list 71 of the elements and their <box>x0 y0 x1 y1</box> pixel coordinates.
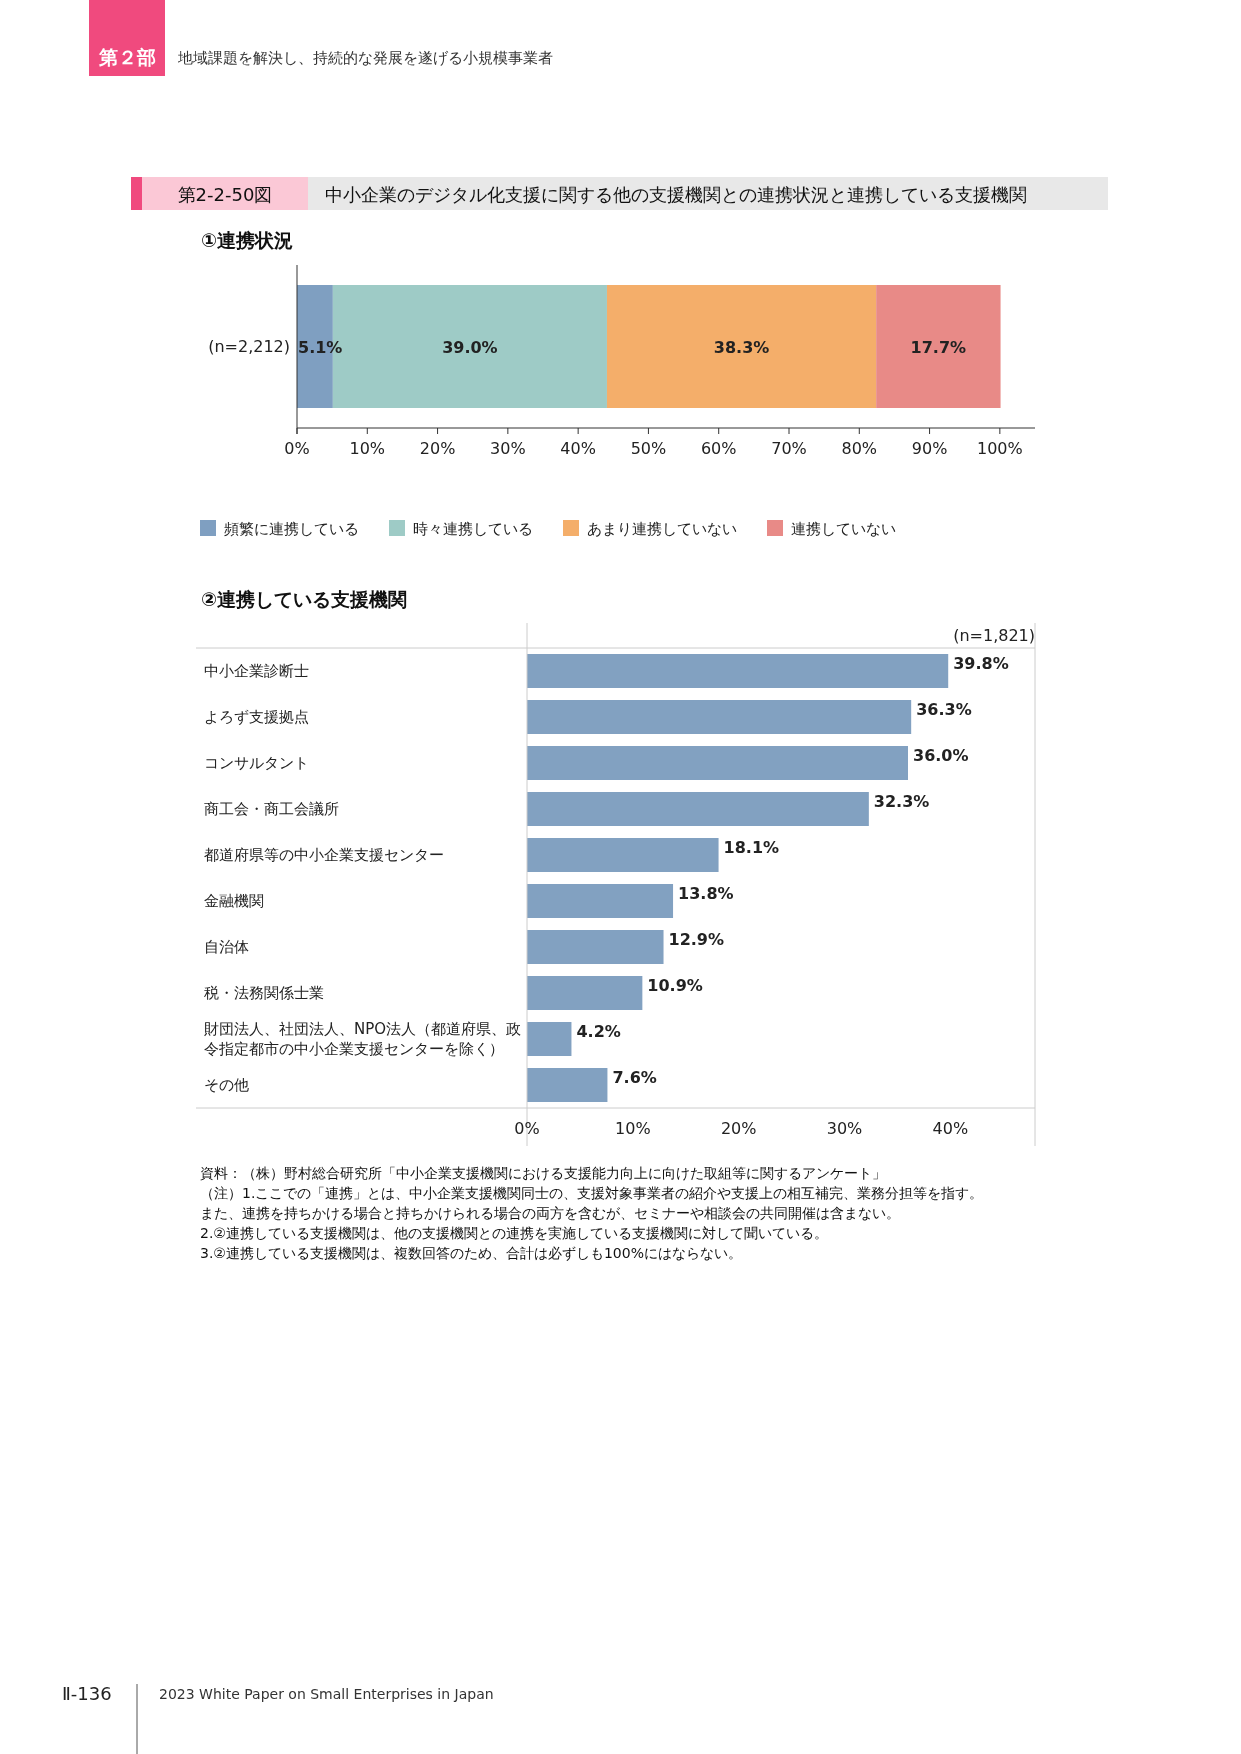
x-tick-label: 90% <box>911 439 948 458</box>
text: 2.②連携している支援機関は、他の支援機関との連携を実施している支援機関に対して聞いている。 <box>200 1225 828 1241</box>
y-tick-label: よろず支援拠点 <box>204 708 309 726</box>
x-tick-label: 30% <box>490 439 526 458</box>
data-label: 36.0% <box>913 746 969 765</box>
x-tick-label: 20% <box>720 1119 757 1138</box>
data-label: 32.3% <box>873 792 930 811</box>
legend-label: 時々連携している <box>413 520 533 538</box>
x-tick-label: 80% <box>841 439 878 458</box>
y-tick-label: 財団法人、社団法人、NPO法人（都道府県、政令指定都市の中小企業支援センターを除く） <box>204 1020 522 1058</box>
data-label: 10.9% <box>647 976 703 995</box>
x-tick-label: 50% <box>630 439 667 458</box>
bar <box>876 285 1001 408</box>
data-label: 17.7% <box>910 337 967 357</box>
data-label: 7.6% <box>612 1068 657 1087</box>
chart-title: ①連携状況 <box>201 229 294 251</box>
data-label: 12.9% <box>668 930 725 949</box>
legend-label: 連携していない <box>791 520 896 538</box>
legend-label: あまり連携していない <box>587 520 737 538</box>
text: （注）1.ここでの「連携」とは、中小企業支援機関同士の、支援対象事業者の紹介や支援上の相互補完、業務分担等を指す。 <box>200 1185 984 1201</box>
x-tick-label: 70% <box>771 439 807 458</box>
bar <box>527 792 869 826</box>
text: また、連携を持ちかける場合と持ちかけられる場合の両方を含むが、セミナーや相談会の共同開催は含まない。 <box>200 1205 900 1221</box>
text: 中小企業のデジタル化支援に関する他の支援機関との連携状況と連携している支援機関 <box>325 184 1027 205</box>
text: Ⅱ-136 <box>62 1683 112 1704</box>
text: 第2-2-50図 <box>177 184 273 205</box>
data-label: 39.8% <box>953 654 1009 673</box>
bar <box>527 884 674 918</box>
data-label: 4.2% <box>576 1022 621 1041</box>
y-tick-label: 税・法務関係士業 <box>204 984 324 1002</box>
bar <box>527 1068 608 1102</box>
bar <box>527 930 664 964</box>
x-tick-label: 0% <box>514 1119 540 1138</box>
y-tick-label: (n=2,212) <box>208 336 290 356</box>
y-tick-label: 自治体 <box>204 938 249 956</box>
annotation: (n=1,821) <box>953 626 1035 645</box>
x-tick-label: 100% <box>976 439 1023 458</box>
x-tick-label: 20% <box>419 439 456 458</box>
y-tick-label: その他 <box>204 1076 249 1094</box>
text: 地域課題を解決し、持続的な発展を遂げる小規模事業者 <box>177 49 553 67</box>
x-tick-label: 10% <box>615 1119 651 1138</box>
y-tick-label: 商工会・商工会議所 <box>204 800 339 818</box>
y-tick-label: 都道府県等の中小企業支援センター <box>204 846 444 864</box>
bar <box>527 838 719 872</box>
text: 第２部 <box>97 46 156 68</box>
bar <box>527 746 908 780</box>
data-label: 39.0% <box>442 337 498 357</box>
bar <box>527 976 643 1010</box>
bar <box>527 654 949 688</box>
y-tick-label: 金融機関 <box>204 892 264 910</box>
data-label: 13.8% <box>678 884 734 903</box>
text: ②連携している支援機関 <box>201 588 408 610</box>
data-label: 38.3% <box>713 337 770 357</box>
y-tick-label: コンサルタント <box>204 754 309 772</box>
x-tick-label: 30% <box>826 1119 863 1138</box>
bar <box>606 285 877 408</box>
bar <box>527 1022 572 1056</box>
x-tick-label: 10% <box>349 439 386 458</box>
legend-label: 頻繁に連携している <box>224 520 359 538</box>
text: 資料：（株）野村総合研究所「中小企業支援機関における支援能力向上に向けた取組等に関するアンケート」 <box>200 1165 886 1181</box>
x-tick-label: 40% <box>932 1119 969 1138</box>
x-tick-label: 0% <box>284 439 310 458</box>
text: 2023 White Paper on Small Enterprises in Japan <box>159 1686 494 1702</box>
data-label: 18.1% <box>723 838 780 857</box>
data-label: 36.3% <box>916 700 972 719</box>
bar <box>527 700 912 734</box>
y-tick-label: 中小企業診断士 <box>204 662 309 680</box>
x-tick-label: 60% <box>700 439 737 458</box>
data-label: 5.1% <box>298 337 343 357</box>
x-tick-label: 40% <box>560 439 596 458</box>
text: 3.②連携している支援機関は、複数回答のため、合計は必ずしも100%にはならない。 <box>200 1245 742 1261</box>
